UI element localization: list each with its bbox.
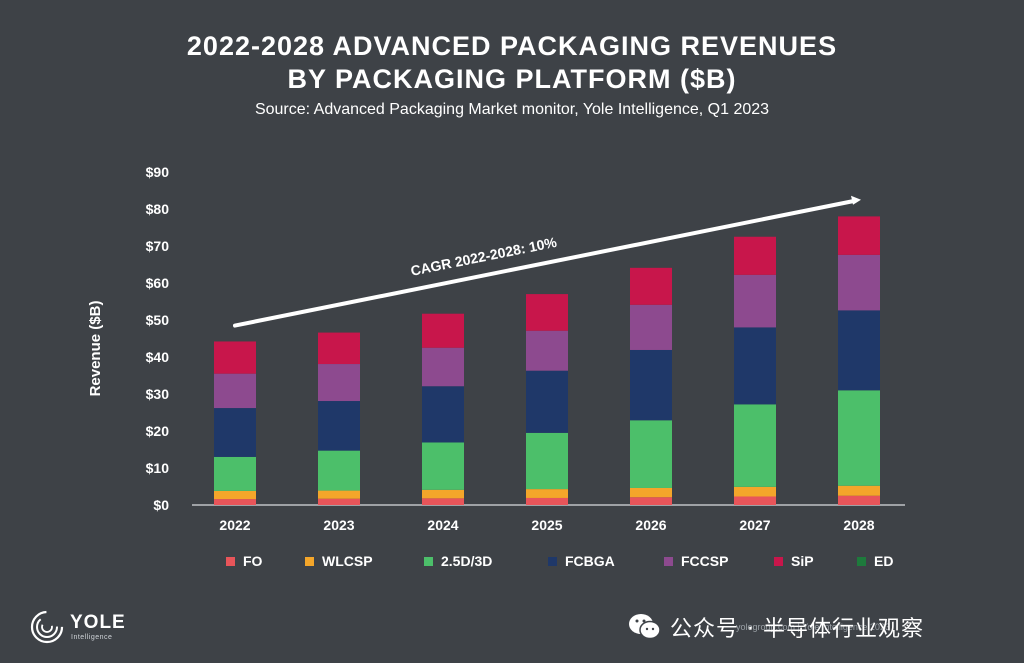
x-tick-label: 2025 (531, 517, 562, 533)
legend-label: ED (874, 553, 893, 569)
cagr-arrowhead (851, 195, 861, 205)
legend-swatch (226, 557, 235, 566)
y-tick-label: $70 (146, 238, 170, 254)
bar-segment-sip (526, 294, 568, 331)
bar-segment-wlcsp (734, 486, 776, 497)
logo-name: YOLE (70, 612, 126, 633)
x-tick-label: 2022 (219, 517, 250, 533)
y-tick-label: $50 (146, 312, 170, 328)
bar-segment-wlcsp (526, 489, 568, 498)
y-tick-label: $0 (153, 497, 169, 513)
y-tick-label: $40 (146, 349, 170, 365)
watermark: 公众号 · 半导体行业观察 (628, 610, 924, 644)
bar-segment-fccsp (526, 330, 568, 371)
chart-title-line-1: 2022-2028 ADVANCED PACKAGING REVENUES (186, 31, 838, 61)
y-tick-label: $30 (146, 386, 170, 402)
legend-label: FCCSP (681, 553, 728, 569)
legend-label: WLCSP (322, 553, 373, 569)
legend-label: SiP (791, 553, 814, 569)
yole-logo: YOLE Intelligence (30, 608, 150, 648)
bar-segment-wlcsp (422, 489, 464, 499)
x-tick-label: 2024 (427, 517, 458, 533)
y-tick-label: $20 (146, 423, 170, 439)
chart-subtitle: Source: Advanced Packaging Market monito… (254, 101, 770, 118)
legend-swatch (548, 557, 557, 566)
bar-segment-sip (838, 216, 880, 255)
cagr-trend-line (233, 198, 857, 328)
bar-segment-sip (318, 332, 360, 365)
logo-subtitle: Intelligence (71, 634, 113, 641)
bar-segment-2-5d-3d (422, 442, 464, 490)
bar-segment-fcbga (838, 310, 880, 391)
bar-segment-2-5d-3d (838, 390, 880, 486)
bar-segment-wlcsp (214, 490, 256, 500)
bar-segment-fcbga (318, 401, 360, 451)
bar-segment-fo (838, 495, 880, 505)
x-tick-label: 2026 (635, 517, 666, 533)
bar-segment-fcbga (422, 386, 464, 443)
x-tick-label: 2028 (843, 517, 874, 533)
bar-segment-wlcsp (318, 490, 360, 499)
bar-segment-fo (630, 497, 672, 505)
bar-segment-2-5d-3d (630, 420, 672, 488)
x-tick-label: 2023 (323, 517, 354, 533)
bar-segment-wlcsp (838, 485, 880, 496)
legend-swatch (305, 557, 314, 566)
bar-segment-fccsp (630, 304, 672, 350)
bar-segment-fo (422, 498, 464, 505)
bar-segment-fo (734, 496, 776, 505)
legend-swatch (857, 557, 866, 566)
bar-segment-2-5d-3d (526, 432, 568, 490)
bar-segment-fo (526, 497, 568, 505)
bar-segment-2-5d-3d (734, 404, 776, 487)
bar-segment-sip (422, 313, 464, 348)
legend-swatch (424, 557, 433, 566)
bar-segment-fcbga (526, 370, 568, 433)
stacked-bar-chart: $0 $10 $20 $30 $40 $50 $60 $70 $80 $90 Revenue ($B… (87, 164, 905, 569)
y-tick-label: $60 (146, 275, 170, 291)
y-axis-label: Revenue ($B) (87, 301, 104, 397)
bar-segment-fcbga (630, 349, 672, 421)
bar-segment-fccsp (734, 274, 776, 328)
bar-segment-2-5d-3d (318, 450, 360, 491)
bar-segment-2-5d-3d (214, 456, 256, 491)
chart-header: 2022-2028 ADVANCED PACKAGING REVENUES BY… (0, 30, 1024, 122)
bar-segment-fcbga (734, 327, 776, 405)
legend-swatch (664, 557, 673, 566)
chart-title-line-2: BY PACKAGING PLATFORM ($B) (287, 64, 737, 94)
bar-segment-fccsp (838, 254, 880, 311)
bar-segment-fccsp (214, 373, 256, 409)
x-tick-label: 2027 (739, 517, 770, 533)
bar-segment-fccsp (318, 364, 360, 402)
legend-label: FCBGA (565, 553, 615, 569)
bar-segment-fo (318, 498, 360, 505)
legend-label: 2.5D/3D (441, 553, 492, 569)
legend-swatch (774, 557, 783, 566)
bar-segment-fo (214, 499, 256, 505)
bar-segment-fccsp (422, 347, 464, 387)
watermark-text: 公众号 · 半导体行业观察 (670, 617, 924, 642)
cagr-label: CAGR 2022-2028: 10% (409, 234, 558, 279)
bar-segment-wlcsp (630, 487, 672, 498)
y-tick-label: $10 (146, 460, 170, 476)
bar-segment-fcbga (214, 408, 256, 457)
y-tick-label: $80 (146, 201, 170, 217)
watermark-subtext: yolegroup.com | Yole Intelligence 2023 (736, 622, 890, 632)
bar-segment-sip (734, 236, 776, 275)
legend-label: FO (243, 553, 263, 569)
bar-segment-sip (214, 341, 256, 374)
bar-segment-sip (630, 267, 672, 305)
y-tick-label: $90 (146, 164, 170, 180)
wechat-icon (629, 614, 661, 640)
yole-swirl-icon (30, 610, 64, 644)
